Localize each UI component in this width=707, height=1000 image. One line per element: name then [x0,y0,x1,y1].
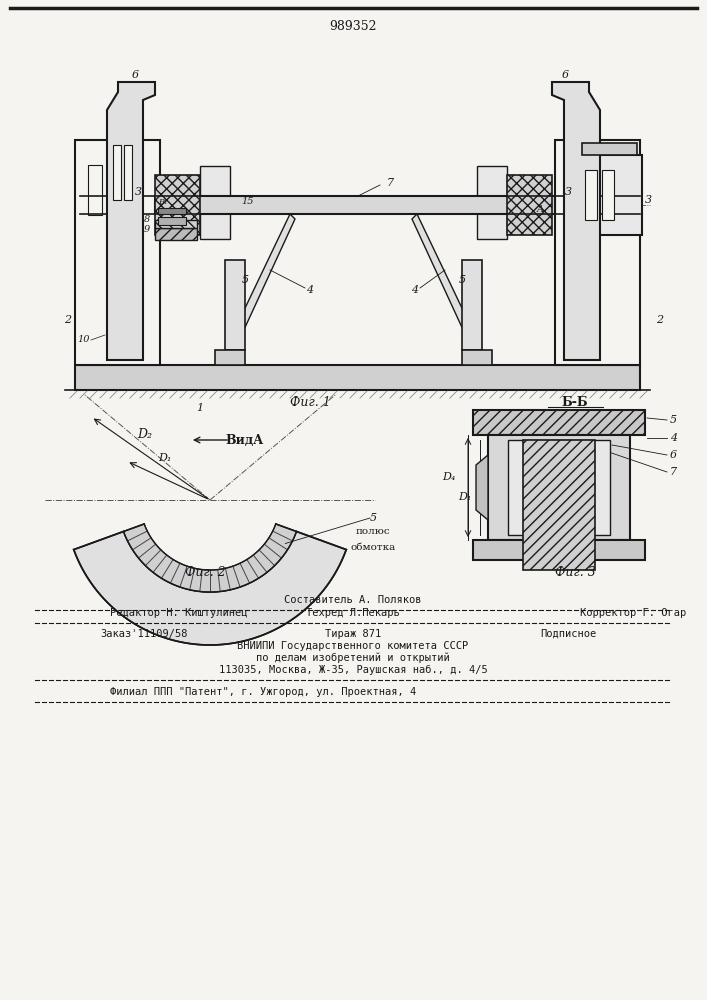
Text: по делам изобретений и открытий: по делам изобретений и открытий [256,653,450,663]
Polygon shape [107,82,155,360]
Bar [555,140,640,365]
Polygon shape [225,214,295,360]
Text: A: A [537,206,544,215]
Text: 2: 2 [64,315,71,325]
Bar [155,220,197,228]
Text: 10: 10 [78,336,90,344]
Polygon shape [552,82,600,360]
Bar [113,145,121,200]
Text: D₄: D₄ [443,473,456,483]
Bar [462,350,492,365]
Text: 4: 4 [670,433,677,443]
Text: Корректор Г. Огар: Корректор Г. Огар [580,608,686,618]
Bar [507,175,552,235]
Bar [602,170,614,220]
Bar [582,143,637,155]
Text: Заказʾ11109/58: Заказʾ11109/58 [100,629,187,639]
Text: Фиг. 2: Фиг. 2 [185,566,226,578]
Polygon shape [412,214,482,360]
Polygon shape [476,455,488,520]
Text: 3: 3 [645,195,652,205]
Text: 7: 7 [387,178,394,188]
Bar [200,166,230,239]
Bar [488,435,630,540]
Bar [88,165,102,215]
Bar [124,145,132,200]
Text: D₂: D₂ [137,428,153,442]
Text: 6: 6 [670,450,677,460]
Bar [155,228,197,240]
Text: Б-Б: Б-Б [561,395,588,408]
Text: D₁: D₁ [459,492,472,502]
Text: 9: 9 [144,226,150,234]
Text: Редактор Н. Киштулинец: Редактор Н. Киштулинец [110,608,247,618]
Text: 3: 3 [564,187,571,197]
Bar [508,440,610,535]
Text: D₁: D₁ [158,453,172,463]
Bar [477,166,507,239]
Text: 3: 3 [134,187,141,197]
Bar [75,140,160,365]
Bar [225,260,245,350]
Text: Техред Л.Пекарь: Техред Л.Пекарь [306,608,400,618]
Text: обмотка: обмотка [351,544,396,552]
Text: 5: 5 [670,415,677,425]
Bar [155,175,200,235]
Bar [585,170,597,220]
Text: 989352: 989352 [329,19,377,32]
Text: 5: 5 [370,513,377,523]
Text: 4: 4 [411,285,419,295]
Text: 6: 6 [561,70,568,80]
Text: 113035, Москва, Ж-35, Раушская наб., д. 4/5: 113035, Москва, Ж-35, Раушская наб., д. … [218,665,487,675]
Text: ВНИИПИ Государственного комитета СССР: ВНИИПИ Государственного комитета СССР [238,641,469,651]
Text: ВидА: ВидА [226,434,264,446]
Text: 4: 4 [306,285,314,295]
Bar [523,440,595,570]
Text: B₁: B₁ [158,198,168,206]
Text: 5: 5 [458,275,466,285]
Bar [158,217,186,225]
Text: Филиал ППП "Патент", г. Ужгород, ул. Проектная, 4: Филиал ППП "Патент", г. Ужгород, ул. Про… [110,687,416,697]
Text: 7: 7 [670,467,677,477]
Bar [108,165,122,215]
Bar [80,145,155,230]
Bar [473,540,645,560]
Text: Тираж 871: Тираж 871 [325,629,381,639]
Bar [462,260,482,350]
Bar [158,208,186,214]
Text: 8: 8 [144,216,150,225]
Polygon shape [124,524,296,592]
Text: 5: 5 [241,275,249,285]
Text: полюс: полюс [356,528,390,536]
Text: Фиг. 3: Фиг. 3 [554,566,595,578]
Bar [75,365,640,390]
Text: Составитель А. Поляков: Составитель А. Поляков [284,595,422,605]
Text: 2: 2 [656,315,664,325]
Bar [577,155,642,235]
Bar [215,350,245,365]
Text: 1: 1 [197,403,204,413]
Bar [155,196,555,214]
Text: 15: 15 [242,198,255,207]
Text: Фиг. 1: Фиг. 1 [290,395,330,408]
Text: 6: 6 [132,70,139,80]
Bar [473,410,645,435]
Text: Подписное: Подписное [540,629,596,639]
Polygon shape [74,531,346,645]
